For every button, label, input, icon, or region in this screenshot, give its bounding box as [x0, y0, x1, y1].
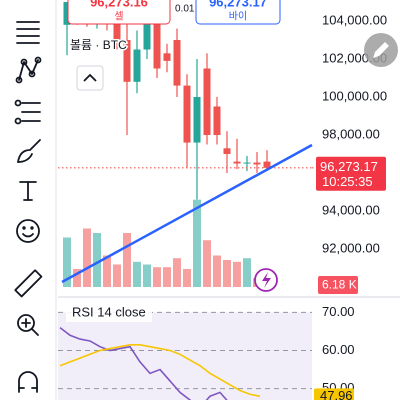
- candle-body: [183, 85, 191, 143]
- candle-body: [233, 161, 241, 164]
- rsi-value-box: [314, 388, 354, 400]
- candle-body: [63, 2, 71, 25]
- candle-body: [163, 53, 171, 61]
- rsi-line: [59, 343, 261, 398]
- tool-magnet[interactable]: [18, 371, 38, 393]
- candle-body: [213, 106, 221, 135]
- tool-brush[interactable]: [17, 139, 41, 163]
- candle-body: [193, 97, 201, 143]
- candle-body: [153, 21, 161, 69]
- alert-badge[interactable]: [254, 268, 278, 292]
- sell-price: 96,273.16: [90, 0, 148, 9]
- rsi-title: RSI 14 close: [72, 304, 146, 319]
- candle-body: [243, 162, 251, 164]
- volume-bar: [103, 255, 111, 287]
- volume-bar: [63, 237, 71, 287]
- volume-bar: [83, 228, 91, 287]
- rsi-value-label: 47.96: [320, 388, 353, 400]
- tool-zoom[interactable]: [17, 314, 39, 336]
- price-tick-label: 92,000.00: [322, 240, 380, 255]
- tool-ruler[interactable]: [14, 269, 43, 298]
- volume-bar: [163, 267, 171, 287]
- candle-body: [143, 21, 151, 50]
- sell-button[interactable]: [67, 0, 171, 25]
- volume-bar: [113, 264, 121, 287]
- volume-bar: [223, 260, 231, 287]
- tool-lines[interactable]: [16, 21, 40, 44]
- toolbar: [14, 0, 57, 400]
- tool-emoji[interactable]: [16, 219, 40, 243]
- volume-bar: [93, 233, 101, 287]
- rsi-title-bg: [66, 304, 152, 322]
- volume-bar: [73, 269, 81, 287]
- candle-body: [113, 17, 121, 40]
- price-tick-label: 98,000.00: [322, 126, 380, 141]
- rsi-tick-label: 70.00: [322, 304, 355, 319]
- price-tick-label: 94,000.00: [322, 202, 380, 217]
- volume-bar: [233, 261, 241, 287]
- volume-bar: [133, 261, 141, 287]
- volume-bar: [123, 233, 131, 287]
- rsi-tick-label: 60.00: [322, 342, 355, 357]
- collapse-button[interactable]: [76, 65, 104, 91]
- volume-bar: [243, 258, 251, 287]
- tool-text[interactable]: [19, 181, 37, 201]
- spread: 0.01: [175, 4, 195, 15]
- draw-button[interactable]: [364, 33, 398, 67]
- candle-body: [123, 40, 131, 82]
- volume-label: 6.18 K: [322, 278, 357, 292]
- volume-bar: [203, 240, 211, 287]
- tool-pattern[interactable]: [15, 56, 42, 84]
- buy-label: 바이: [229, 11, 247, 23]
- volume-bar: [153, 267, 161, 287]
- candle-body: [203, 68, 211, 135]
- price-tick-label: 100,000.00: [322, 88, 387, 103]
- volume-label-box: [318, 276, 358, 294]
- trend-line[interactable]: [61, 143, 313, 284]
- order-panel: 96,273.16 셀 0.01 96,273.17 바이: [67, 0, 281, 25]
- legend: 볼륨 · BTC: [70, 38, 127, 52]
- last-price-box: [316, 156, 386, 191]
- last-price-label: 96,273.17: [320, 159, 378, 174]
- candle-body: [133, 49, 141, 82]
- candle-body: [253, 162, 261, 165]
- volume-bar: [193, 199, 201, 287]
- volume-bar: [143, 264, 151, 287]
- tool-fib[interactable]: [14, 99, 41, 125]
- volume-bar: [173, 258, 181, 287]
- candle-body: [173, 40, 181, 86]
- rsi-plot: [58, 311, 312, 400]
- buy-price: 96,273.17: [209, 0, 267, 9]
- buy-button[interactable]: [195, 0, 281, 25]
- countdown: 10:25:35: [322, 174, 373, 189]
- sell-label: 셀: [114, 11, 123, 23]
- axes: 92,000.0094,000.0098,000.00100,000.00102…: [312, 12, 387, 400]
- rsi-band: [58, 312, 312, 400]
- candle-body: [223, 148, 231, 154]
- volume-bar: [213, 255, 221, 287]
- candle-body: [263, 161, 271, 168]
- price-tick-label: 104,000.00: [322, 12, 387, 27]
- volume-bar: [183, 269, 191, 287]
